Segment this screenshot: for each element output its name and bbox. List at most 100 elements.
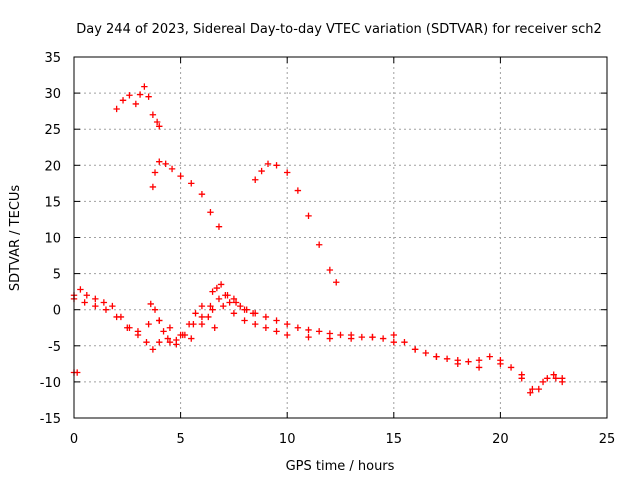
chart-title: Day 244 of 2023, Sidereal Day-to-day VTE… (76, 22, 602, 37)
data-point (284, 331, 291, 339)
data-point (284, 169, 291, 176)
data-point (209, 306, 216, 313)
data-point (347, 335, 355, 342)
data-point (160, 328, 167, 335)
y-tick-label: 35 (44, 51, 61, 66)
series-arc-1 (113, 83, 163, 130)
data-point (134, 328, 142, 335)
data-point (162, 160, 169, 168)
data-point (222, 292, 229, 299)
data-point (145, 320, 152, 328)
data-point (262, 313, 270, 321)
data-point (273, 317, 280, 324)
data-point (294, 187, 302, 194)
data-point (475, 364, 483, 371)
data-point (273, 162, 280, 169)
data-point (422, 349, 429, 357)
data-point (305, 333, 312, 341)
data-point (249, 310, 257, 317)
data-point (141, 83, 148, 90)
data-point (252, 320, 259, 328)
y-tick-label: 30 (44, 87, 61, 102)
series-arc-8 (70, 369, 81, 376)
data-point (83, 292, 90, 299)
data-point (198, 302, 206, 310)
data-point (369, 333, 376, 341)
data-point (497, 360, 504, 368)
data-point (550, 371, 557, 378)
data-point (552, 375, 560, 382)
x-axis-label: GPS time / hours (286, 459, 395, 474)
data-point (207, 209, 214, 216)
data-point (507, 364, 515, 371)
data-layer (70, 83, 566, 396)
data-point (211, 324, 218, 331)
ticks (73, 56, 608, 419)
data-point (149, 183, 157, 191)
data-point (151, 306, 159, 313)
data-point (147, 300, 154, 308)
data-point (151, 169, 159, 176)
data-point (454, 360, 461, 368)
data-point (535, 385, 542, 393)
y-tick-label: 5 (53, 268, 61, 283)
data-point (177, 172, 184, 180)
data-point (109, 302, 116, 310)
y-tick-label: 15 (44, 195, 61, 210)
data-point (230, 310, 238, 317)
data-point (465, 358, 472, 365)
data-point (113, 105, 120, 113)
y-tick-label: 25 (44, 123, 61, 138)
data-point (262, 324, 270, 331)
data-point (337, 331, 344, 339)
data-point (237, 302, 244, 310)
data-point (273, 328, 280, 335)
data-point (156, 338, 163, 346)
series-arc-4 (70, 286, 566, 396)
data-point (156, 123, 163, 130)
data-point (168, 165, 176, 173)
data-point (119, 97, 127, 104)
data-point (443, 355, 451, 362)
data-point (164, 335, 172, 342)
data-point (73, 369, 81, 376)
data-point (166, 338, 174, 346)
data-point (215, 223, 223, 230)
grid (74, 57, 607, 418)
data-point (132, 100, 140, 108)
x-tick-label: 5 (176, 432, 184, 447)
data-point (241, 317, 248, 324)
data-point (379, 335, 387, 342)
data-point (230, 295, 238, 303)
y-tick-label: -5 (48, 340, 61, 355)
x-tick-label: 0 (70, 432, 78, 447)
x-tick-label: 15 (386, 432, 403, 447)
data-point (294, 324, 302, 331)
y-tick-label: -15 (40, 412, 61, 427)
data-point (333, 279, 340, 286)
data-point (215, 295, 223, 303)
data-point (264, 160, 272, 168)
data-point (390, 338, 397, 346)
data-point (198, 190, 206, 198)
data-point (544, 375, 551, 382)
data-point (136, 91, 144, 98)
data-point (284, 320, 291, 328)
data-point (226, 299, 233, 306)
series-arc-6 (147, 300, 218, 348)
data-point (207, 302, 214, 310)
data-point (113, 313, 120, 321)
data-point (358, 333, 366, 341)
data-point (305, 212, 312, 220)
data-point (518, 375, 525, 382)
data-point (539, 378, 547, 386)
data-point (77, 286, 84, 293)
y-tick-label: 0 (53, 304, 61, 319)
data-point (198, 320, 206, 328)
data-point (188, 180, 195, 187)
data-point (213, 284, 221, 292)
data-point (188, 335, 195, 342)
data-point (486, 353, 493, 360)
data-point (126, 92, 133, 99)
data-point (390, 331, 397, 339)
